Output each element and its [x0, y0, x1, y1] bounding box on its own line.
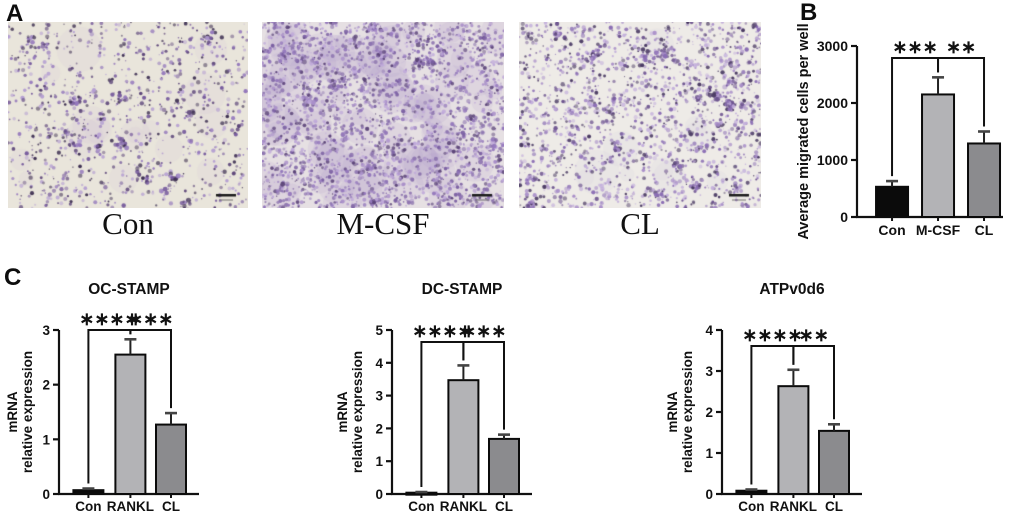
- migration-bar-chart: 0 1000 2000 3000 Average migrated cells per …: [796, 23, 1003, 240]
- svg-text:DC-STAMP: DC-STAMP: [422, 281, 503, 298]
- image-label-mcsf: M-CSF: [336, 206, 430, 241]
- oc-stamp-bar-chart: 0 1 2 3 mRNArelative expression OC-STAMP Con RA…: [5, 281, 199, 514]
- svg-text:CL: CL: [825, 499, 843, 514]
- svg-text:∗∗: ∗∗: [946, 37, 976, 57]
- micrograph-con: [8, 22, 248, 208]
- svg-text:0: 0: [705, 487, 713, 502]
- svg-text:3: 3: [375, 389, 383, 404]
- svg-text:CL: CL: [495, 499, 513, 514]
- svg-text:Con: Con: [408, 499, 434, 514]
- svg-text:ATPv0d6: ATPv0d6: [759, 281, 825, 298]
- svg-text:mRNArelative expression: mRNArelative expression: [335, 351, 365, 473]
- image-label-cl: CL: [620, 206, 660, 241]
- svg-text:1: 1: [42, 432, 50, 447]
- svg-text:3: 3: [705, 364, 713, 379]
- panel-a-label: A: [6, 0, 24, 27]
- svg-text:0: 0: [840, 209, 848, 225]
- svg-text:∗∗∗∗: ∗∗∗∗: [742, 325, 802, 345]
- svg-text:Average migrated cells per wel: Average migrated cells per well: [796, 23, 812, 239]
- svg-text:CL: CL: [162, 499, 180, 514]
- svg-text:2: 2: [42, 378, 50, 393]
- svg-text:M-CSF: M-CSF: [916, 222, 961, 238]
- svg-text:4: 4: [705, 323, 713, 338]
- dc-stamp-bar-chart: 0 1 2 3 4 5 mRNArelative expression DC-STAMP Con…: [335, 281, 532, 514]
- svg-text:∗∗∗: ∗∗∗: [892, 37, 937, 57]
- svg-text:2000: 2000: [817, 95, 848, 111]
- micrograph-cl: [519, 22, 761, 208]
- svg-text:Con: Con: [75, 499, 101, 514]
- svg-text:1: 1: [705, 446, 713, 461]
- svg-text:Con: Con: [878, 222, 905, 238]
- svg-text:∗∗: ∗∗: [799, 325, 829, 345]
- svg-text:0: 0: [42, 487, 50, 502]
- svg-text:0: 0: [375, 487, 383, 502]
- svg-text:3: 3: [42, 323, 50, 338]
- svg-text:RANKL: RANKL: [770, 499, 817, 514]
- micrograph-mcsf: [262, 22, 504, 208]
- svg-text:2: 2: [375, 421, 383, 436]
- svg-text:3000: 3000: [817, 38, 848, 54]
- panel-c-label: C: [4, 264, 22, 291]
- svg-text:∗∗∗∗: ∗∗∗∗: [79, 309, 139, 329]
- svg-text:4: 4: [375, 356, 383, 371]
- svg-text:1: 1: [375, 454, 383, 469]
- svg-text:OC-STAMP: OC-STAMP: [88, 281, 170, 298]
- svg-text:Con: Con: [738, 499, 764, 514]
- svg-text:RANKL: RANKL: [107, 499, 154, 514]
- panel-b-label: B: [800, 0, 818, 26]
- svg-text:2: 2: [705, 405, 713, 420]
- svg-text:∗∗∗: ∗∗∗: [128, 309, 173, 329]
- image-label-con: Con: [102, 206, 154, 241]
- svg-text:∗∗∗: ∗∗∗: [461, 321, 506, 341]
- svg-text:RANKL: RANKL: [440, 499, 487, 514]
- svg-text:5: 5: [375, 323, 383, 338]
- atpv0d6-bar-chart: 0 1 2 3 4 mRNArelative expression ATPv0d6 Con RA…: [665, 281, 862, 514]
- svg-text:1000: 1000: [817, 152, 848, 168]
- svg-text:∗∗∗∗: ∗∗∗∗: [412, 321, 472, 341]
- svg-text:CL: CL: [975, 222, 994, 238]
- svg-text:mRNArelative expression: mRNArelative expression: [665, 351, 695, 473]
- svg-text:mRNArelative expression: mRNArelative expression: [5, 351, 35, 473]
